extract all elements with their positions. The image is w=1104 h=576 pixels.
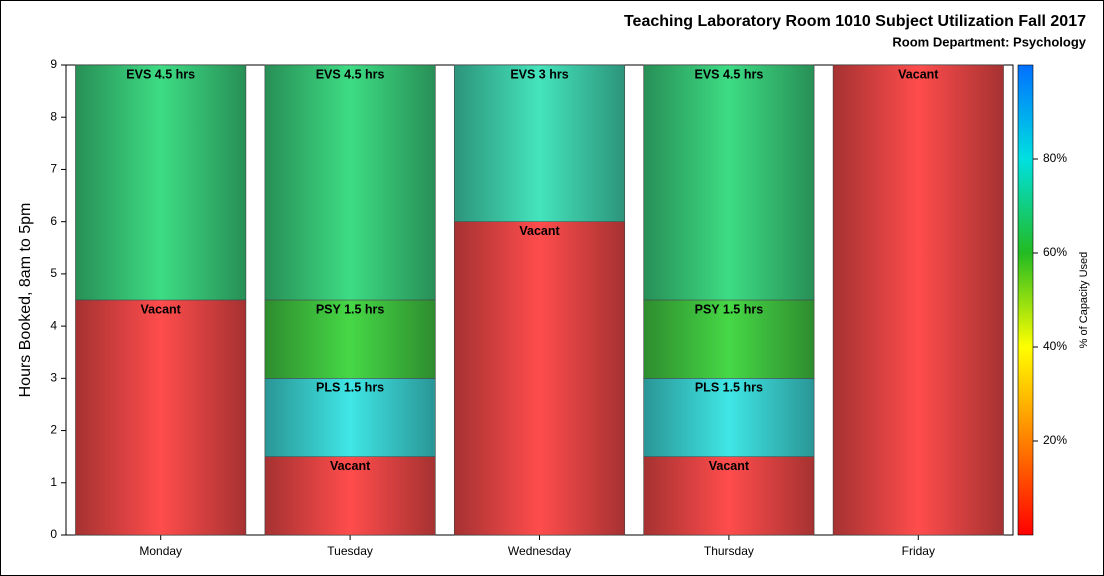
y-tick-label: 3: [50, 371, 57, 385]
data-label: EVS 4.5 hrs: [126, 67, 195, 81]
data-label: Vacant: [141, 302, 182, 316]
colorbar-tick-label: 20%: [1043, 433, 1067, 447]
x-tick-label: Friday: [902, 544, 935, 558]
y-tick-label: 6: [50, 214, 57, 228]
y-axis-label: Hours Booked, 8am to 5pm: [17, 203, 34, 398]
data-label: Vacant: [709, 459, 750, 473]
data-label: PSY 1.5 hrs: [316, 302, 385, 316]
data-label: PSY 1.5 hrs: [695, 302, 764, 316]
y-tick-label: 0: [50, 527, 57, 541]
y-tick-label: 2: [50, 423, 57, 437]
y-tick-label: 5: [50, 266, 57, 280]
bar-shade: [833, 65, 1004, 535]
bar-shade: [454, 65, 625, 222]
data-label: Vacant: [330, 459, 371, 473]
bar-shade: [643, 456, 815, 535]
chart-title: Teaching Laboratory Room 1010 Subject Ut…: [624, 13, 1086, 30]
data-label: EVS 4.5 hrs: [316, 67, 385, 81]
x-tick-label: Tuesday: [327, 544, 373, 558]
bar-shade: [643, 378, 815, 457]
data-label: Vacant: [519, 224, 560, 238]
colorbar-tick-label: 80%: [1043, 151, 1067, 165]
bar-shade: [454, 221, 625, 535]
bar-shade: [75, 65, 246, 300]
x-tick-label: Monday: [139, 544, 182, 558]
bar-shade: [264, 300, 436, 379]
colorbar-label: % of Capacity Used: [1078, 252, 1090, 349]
data-label: PLS 1.5 hrs: [695, 381, 763, 395]
bar-shade: [264, 378, 436, 457]
x-tick-label: Thursday: [704, 544, 754, 558]
y-tick-label: 4: [50, 318, 57, 332]
y-tick-label: 8: [50, 109, 57, 123]
colorbar-tick-label: 60%: [1043, 245, 1067, 259]
y-tick-label: 9: [50, 57, 57, 71]
bar-shade: [264, 456, 436, 535]
bar-shade: [75, 300, 246, 535]
data-label: PLS 1.5 hrs: [316, 381, 384, 395]
y-tick-label: 1: [50, 475, 57, 489]
colorbar-tick-label: 40%: [1043, 339, 1067, 353]
data-label: EVS 4.5 hrs: [695, 67, 764, 81]
bar-shade: [643, 300, 815, 379]
y-tick-label: 7: [50, 162, 57, 176]
bar-shade: [264, 65, 436, 300]
x-tick-label: Wednesday: [508, 544, 571, 558]
colorbar: [1017, 64, 1034, 536]
data-label: EVS 3 hrs: [510, 67, 568, 81]
bar-shade: [643, 65, 815, 300]
data-label: Vacant: [898, 67, 939, 81]
chart-subtitle: Room Department: Psychology: [892, 34, 1086, 49]
